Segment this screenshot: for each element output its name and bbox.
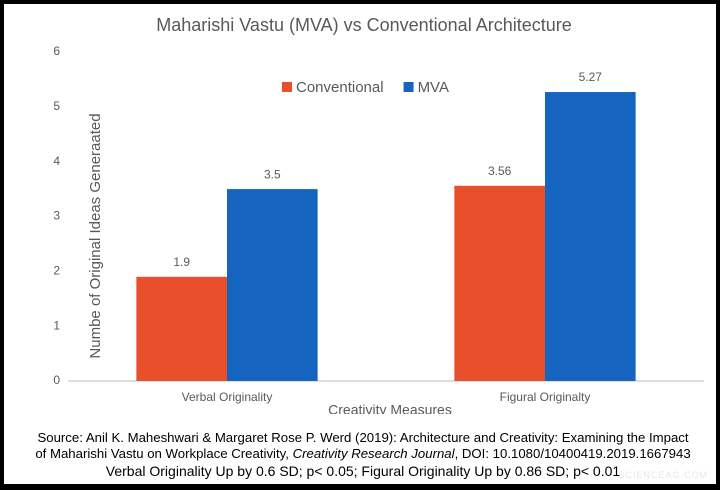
chart-title: Maharishi Vastu (MVA) vs Conventional Ar…: [156, 15, 572, 35]
source-text: of Maharishi Vastu on Workplace Creativi…: [35, 446, 293, 461]
bar: [227, 189, 318, 381]
source-stats: Verbal Originality Up by 0.6 SD; p< 0.05…: [105, 463, 621, 479]
bar: [454, 185, 545, 381]
y-tick-label: 4: [53, 154, 60, 168]
legend-label: Conventional: [296, 79, 384, 96]
source-journal: Creativity Research Journal: [292, 446, 455, 461]
y-tick-label: 3: [53, 209, 60, 223]
data-label: 3.56: [488, 164, 512, 178]
source-line: Source: Anil K. Maheshwari & Margaret Ro…: [37, 430, 689, 445]
y-tick-label: 6: [53, 44, 60, 58]
chart-area: Maharishi Vastu (MVA) vs Conventional Ar…: [4, 4, 716, 484]
bar: [136, 276, 227, 381]
y-tick-label: 1: [53, 318, 60, 332]
data-label: 5.27: [579, 70, 603, 84]
bar: [545, 92, 636, 382]
y-tick-label: 2: [53, 264, 60, 278]
legend-swatch: [282, 82, 292, 92]
data-label: 3.5: [264, 167, 281, 181]
legend-label: MVA: [418, 79, 449, 96]
y-axis-label: Numbe of Original Ideas Generaated: [87, 113, 104, 358]
data-label: 1.9: [173, 255, 190, 269]
y-tick-label: 5: [53, 99, 60, 113]
x-tick-label: Verbal Originality: [182, 390, 273, 404]
y-tick-label: 0: [53, 373, 60, 387]
source-text: , DOI: 10.1080/10400419.2019.1667943: [454, 446, 691, 461]
source-line: of Maharishi Vastu on Workplace Creativi…: [10, 446, 716, 461]
legend-swatch: [403, 82, 414, 92]
watermark: SCIENCEAG.COM: [618, 470, 708, 480]
x-axis-label: Creativity Measures: [328, 402, 452, 414]
x-tick-label: Figural Originalty: [500, 390, 591, 404]
chart: Maharishi Vastu (MVA) vs Conventional Ar…: [53, 15, 704, 414]
